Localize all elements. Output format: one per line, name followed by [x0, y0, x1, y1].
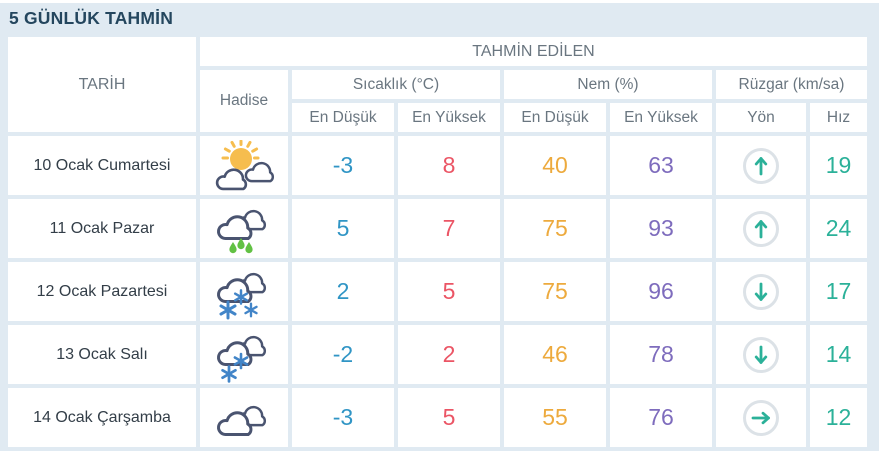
column-header-humidity: Nem (%) [504, 70, 712, 99]
wind-speed-value: 14 [810, 325, 867, 384]
temp-min-value: 2 [292, 262, 394, 321]
light-snow-icon [217, 335, 267, 383]
hum-max-value: 78 [610, 325, 712, 384]
table-row: 11 Ocak Pazar 5 7 75 93 24 [8, 199, 867, 258]
temp-min-value: -3 [292, 136, 394, 195]
column-header-temp-min: En Düşük [292, 103, 394, 132]
weather-cell [200, 136, 288, 195]
rainy-icon [217, 209, 267, 253]
table-row: 13 Ocak Salı -2 2 46 78 14 [8, 325, 867, 384]
column-header-date: TARİH [8, 37, 196, 132]
page-title: 5 GÜNLÜK TAHMİN [9, 8, 174, 28]
wind-direction-icon [716, 398, 806, 438]
hum-max-value: 96 [610, 262, 712, 321]
column-header-wind: Rüzgar (km/sa) [716, 70, 867, 99]
hum-max-value: 93 [610, 199, 712, 258]
column-header-event: Hadise [200, 70, 288, 132]
date-cell: 10 Ocak Cumartesi [8, 136, 196, 195]
hum-max-value: 76 [610, 388, 712, 447]
temp-max-value: 8 [398, 136, 500, 195]
date-cell: 12 Ocak Pazartesi [8, 262, 196, 321]
wind-direction-icon [716, 272, 806, 312]
column-header-temperature: Sıcaklık (°C) [292, 70, 500, 99]
column-header-hum-min: En Düşük [504, 103, 606, 132]
temp-max-value: 5 [398, 262, 500, 321]
weather-cell [200, 325, 288, 384]
top-divider [0, 0, 879, 3]
cloudy-icon [217, 405, 267, 436]
hum-min-value: 55 [504, 388, 606, 447]
date-cell: 14 Ocak Çarşamba [8, 388, 196, 447]
column-header-temp-max: En Yüksek [398, 103, 500, 132]
table-row: 12 Ocak Pazartesi 2 5 75 96 17 [8, 262, 867, 321]
wind-direction-icon [716, 335, 806, 375]
wind-speed-value: 12 [810, 388, 867, 447]
column-header-wind-speed: Hız [810, 103, 867, 132]
wind-direction-icon [716, 146, 806, 186]
hum-min-value: 75 [504, 262, 606, 321]
table-row: 14 Ocak Çarşamba -3 5 55 76 12 [8, 388, 867, 447]
temp-min-value: 5 [292, 199, 394, 258]
temp-max-value: 5 [398, 388, 500, 447]
wind-speed-value: 24 [810, 199, 867, 258]
weather-cell [200, 262, 288, 321]
wind-speed-value: 17 [810, 262, 867, 321]
partly-cloudy-icon [215, 139, 275, 190]
table-row: 10 Ocak Cumartesi -3 8 40 63 19 [8, 136, 867, 195]
hum-max-value: 63 [610, 136, 712, 195]
column-header-hum-max: En Yüksek [610, 103, 712, 132]
temp-max-value: 7 [398, 199, 500, 258]
hum-min-value: 40 [504, 136, 606, 195]
wind-speed-value: 19 [810, 136, 867, 195]
weather-cell [200, 388, 288, 447]
hum-min-value: 46 [504, 325, 606, 384]
wind-direction-icon [716, 209, 806, 249]
weather-cell [200, 199, 288, 258]
column-header-wind-dir: Yön [716, 103, 806, 132]
temp-max-value: 2 [398, 325, 500, 384]
forecast-table: TARİH TAHMİN EDİLEN Hadise Sıcaklık (°C)… [4, 33, 871, 451]
column-header-predicted: TAHMİN EDİLEN [200, 37, 867, 66]
date-cell: 13 Ocak Salı [8, 325, 196, 384]
snowy-icon [217, 272, 267, 320]
temp-min-value: -2 [292, 325, 394, 384]
date-cell: 11 Ocak Pazar [8, 199, 196, 258]
hum-min-value: 75 [504, 199, 606, 258]
temp-min-value: -3 [292, 388, 394, 447]
